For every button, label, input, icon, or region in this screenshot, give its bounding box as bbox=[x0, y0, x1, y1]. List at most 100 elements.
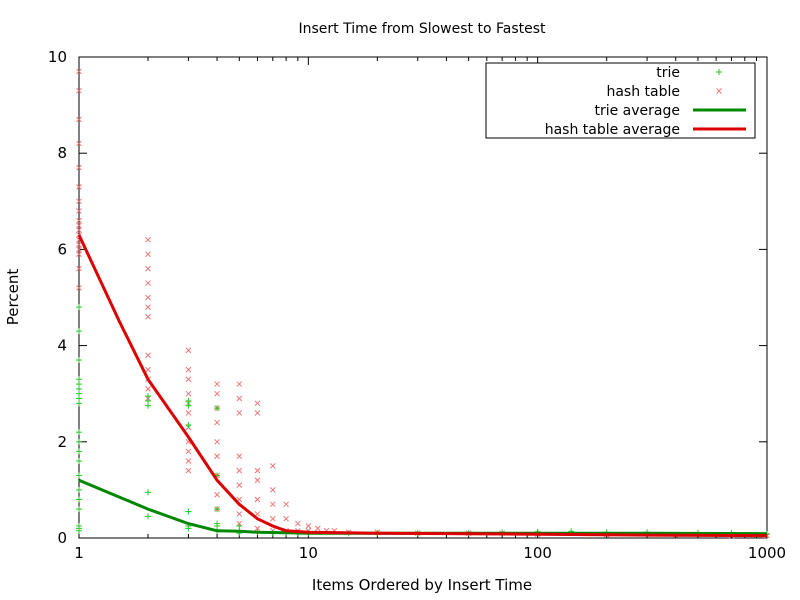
hash-table-point bbox=[269, 501, 276, 508]
trie-point bbox=[76, 522, 82, 529]
trie-point bbox=[76, 438, 82, 445]
trie-point bbox=[76, 472, 82, 479]
trie-point bbox=[185, 421, 192, 428]
trie-point bbox=[76, 304, 82, 311]
plot-area: 0 2 4 6 8 10 1 10 100 1000 bbox=[48, 48, 786, 562]
hash-table-point bbox=[214, 453, 220, 460]
hash-table-point bbox=[145, 386, 151, 392]
hash-table-point bbox=[76, 222, 82, 229]
trie-point bbox=[76, 496, 82, 503]
x-tick-label: 100 bbox=[523, 544, 552, 562]
hash-table-point bbox=[145, 251, 151, 258]
trie-point bbox=[76, 448, 82, 455]
hash-table-point bbox=[76, 208, 82, 214]
hash-table-point bbox=[254, 467, 261, 474]
hash-table-point bbox=[283, 501, 289, 508]
hash-table-point bbox=[145, 352, 151, 359]
hash-table-point bbox=[254, 525, 261, 532]
hash-table-point bbox=[254, 400, 261, 407]
series-hash-table-average bbox=[77, 234, 768, 538]
legend-entries: trie hash table trie average hash table ave… bbox=[545, 65, 746, 138]
trie-point bbox=[76, 376, 82, 383]
hash-table-point bbox=[76, 285, 82, 291]
hash-table-point bbox=[294, 520, 301, 527]
y-tick-label: 0 bbox=[57, 529, 67, 547]
hash-table-point bbox=[314, 525, 321, 532]
hash-table-point bbox=[185, 390, 192, 397]
hash-table-point bbox=[76, 251, 82, 258]
trie-point bbox=[145, 489, 152, 496]
hash-table-point bbox=[236, 410, 243, 416]
y-tick-label: 8 bbox=[57, 144, 67, 162]
hash-table-point bbox=[76, 241, 82, 248]
y-tick-label: 10 bbox=[48, 48, 67, 66]
hash-table-point bbox=[185, 347, 192, 354]
hash-table-point bbox=[76, 164, 82, 171]
hash-table-point bbox=[214, 390, 220, 397]
hash-table-point bbox=[254, 410, 261, 416]
hash-table-point bbox=[76, 140, 82, 147]
x-tick-label: 1 bbox=[74, 544, 84, 562]
hash-table-point bbox=[236, 482, 243, 488]
hash-table-point bbox=[76, 68, 82, 75]
hash-table-point bbox=[214, 419, 220, 426]
legend-label: hash table bbox=[606, 84, 680, 100]
hash-table-point bbox=[236, 395, 243, 402]
trie-point bbox=[145, 393, 152, 400]
legend-marker bbox=[716, 88, 722, 94]
hash-table-point bbox=[76, 116, 82, 123]
trie-point bbox=[76, 429, 82, 436]
hash-table-point bbox=[185, 458, 192, 464]
hash-table-point bbox=[269, 515, 276, 522]
y-axis-label: Percent bbox=[4, 269, 22, 326]
hash-table-point bbox=[145, 265, 151, 272]
hash-table-point bbox=[76, 265, 82, 272]
trie-point bbox=[76, 328, 82, 335]
hash-table-average-line bbox=[77, 234, 768, 538]
hash-table-point bbox=[185, 467, 192, 474]
data-marks bbox=[76, 68, 770, 539]
trie-point bbox=[76, 458, 82, 465]
legend-box bbox=[485, 62, 756, 139]
hash-table-point bbox=[236, 511, 243, 517]
x-tick-label: 10 bbox=[299, 544, 318, 562]
legend-marker bbox=[716, 69, 722, 75]
y-tick-label: 2 bbox=[57, 433, 67, 451]
legend-label: trie bbox=[656, 65, 680, 81]
hash-table-point bbox=[236, 453, 243, 460]
trie-point bbox=[236, 522, 243, 529]
hash-table-point bbox=[145, 366, 151, 373]
hash-table-point bbox=[185, 410, 192, 416]
legend-label: hash table average bbox=[545, 122, 680, 138]
hash-table-point bbox=[269, 487, 276, 493]
hash-table-point bbox=[145, 280, 151, 286]
chart-title: Insert Time from Slowest to Fastest bbox=[298, 21, 546, 37]
plot-frame bbox=[78, 56, 768, 539]
hash-table-point bbox=[269, 462, 276, 469]
hash-table-point bbox=[76, 198, 82, 205]
hash-table-point bbox=[76, 217, 82, 224]
hash-table-point bbox=[185, 448, 192, 455]
trie-point bbox=[76, 486, 82, 493]
legend-label: trie average bbox=[594, 103, 680, 119]
trie-point bbox=[145, 513, 152, 520]
hash-table-point bbox=[145, 304, 151, 310]
hash-table-point bbox=[283, 515, 289, 522]
x-tick-label: 1000 bbox=[748, 544, 786, 562]
trie-point bbox=[76, 506, 82, 513]
hash-table-point bbox=[185, 366, 192, 373]
hash-table-point bbox=[254, 477, 261, 484]
hash-table-point bbox=[76, 246, 82, 253]
legend: trie hash table trie average hash table ave… bbox=[485, 62, 756, 139]
hash-table-point bbox=[254, 496, 261, 503]
hash-table-point bbox=[236, 381, 243, 387]
trie-point bbox=[185, 397, 192, 404]
hash-table-point bbox=[76, 184, 82, 190]
hash-table-point bbox=[76, 227, 82, 234]
y-tick-label: 4 bbox=[57, 337, 67, 355]
hash-table-point bbox=[185, 376, 192, 383]
hash-table-point bbox=[236, 467, 243, 474]
trie-point bbox=[214, 506, 221, 513]
hash-table-point bbox=[214, 381, 220, 387]
